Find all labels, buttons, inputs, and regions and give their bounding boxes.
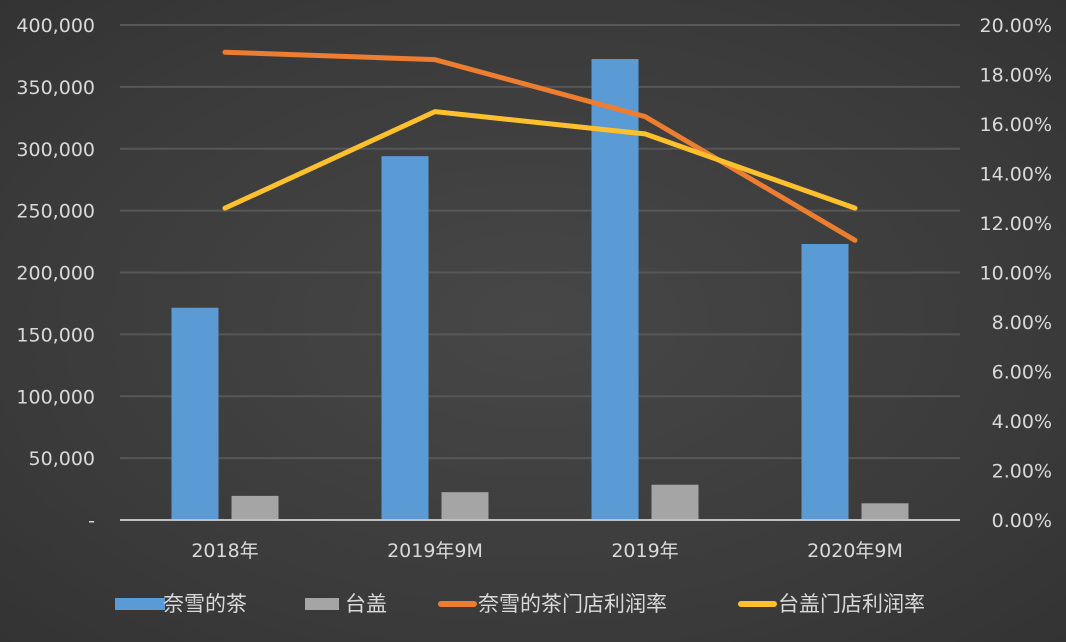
left-axis-tick-label: 150,000 xyxy=(16,324,95,346)
right-axis-tick-label: 6.00% xyxy=(992,362,1052,384)
left-axis-tick-label: 350,000 xyxy=(16,77,95,99)
legend-label: 台盖 xyxy=(345,592,387,616)
left-axis-tick-label: 250,000 xyxy=(16,201,95,223)
left-axis-tick-label: 400,000 xyxy=(16,15,95,37)
right-axis-tick-label: 20.00% xyxy=(980,15,1052,37)
x-axis-tick-label: 2019年 xyxy=(611,540,678,562)
left-axis-tick-label: 200,000 xyxy=(16,263,95,285)
bar-naixue xyxy=(591,59,639,520)
left-axis-tick-label: - xyxy=(88,510,95,532)
right-axis-tick-label: 0.00% xyxy=(992,510,1052,532)
x-axis-tick-label: 2019年9M xyxy=(387,540,483,562)
right-axis-tick-label: 18.00% xyxy=(980,65,1052,87)
legend-label: 台盖门店利润率 xyxy=(778,592,925,616)
left-axis-tick-label: 300,000 xyxy=(16,139,95,161)
left-axis-tick-label: 100,000 xyxy=(16,386,95,408)
right-axis-tick-label: 4.00% xyxy=(992,411,1052,433)
bar-taigai xyxy=(231,495,279,520)
right-axis-tick-label: 12.00% xyxy=(980,213,1052,235)
right-axis-tick-label: 10.00% xyxy=(980,263,1052,285)
legend-swatch xyxy=(115,598,165,610)
right-axis-tick-label: 14.00% xyxy=(980,164,1052,186)
right-axis-tick-label: 8.00% xyxy=(992,312,1052,334)
bar-naixue xyxy=(801,244,849,520)
bar-taigai xyxy=(651,484,699,520)
x-axis-tick-label: 2018年 xyxy=(191,540,258,562)
right-axis-tick-label: 16.00% xyxy=(980,114,1052,136)
right-axis-tick-label: 2.00% xyxy=(992,461,1052,483)
bar-taigai xyxy=(861,503,909,520)
bar-naixue xyxy=(381,156,429,521)
bar-naixue xyxy=(171,307,219,520)
line-series-1 xyxy=(222,109,858,211)
legend-label: 奈雪的茶 xyxy=(163,592,247,616)
legend-label: 奈雪的茶门店利润率 xyxy=(478,592,667,616)
bar-taigai xyxy=(441,492,489,520)
line-series-0 xyxy=(222,49,858,243)
x-axis-tick-label: 2020年9M xyxy=(807,540,903,562)
left-axis-tick-label: 50,000 xyxy=(29,448,95,470)
legend-swatch xyxy=(305,598,339,610)
